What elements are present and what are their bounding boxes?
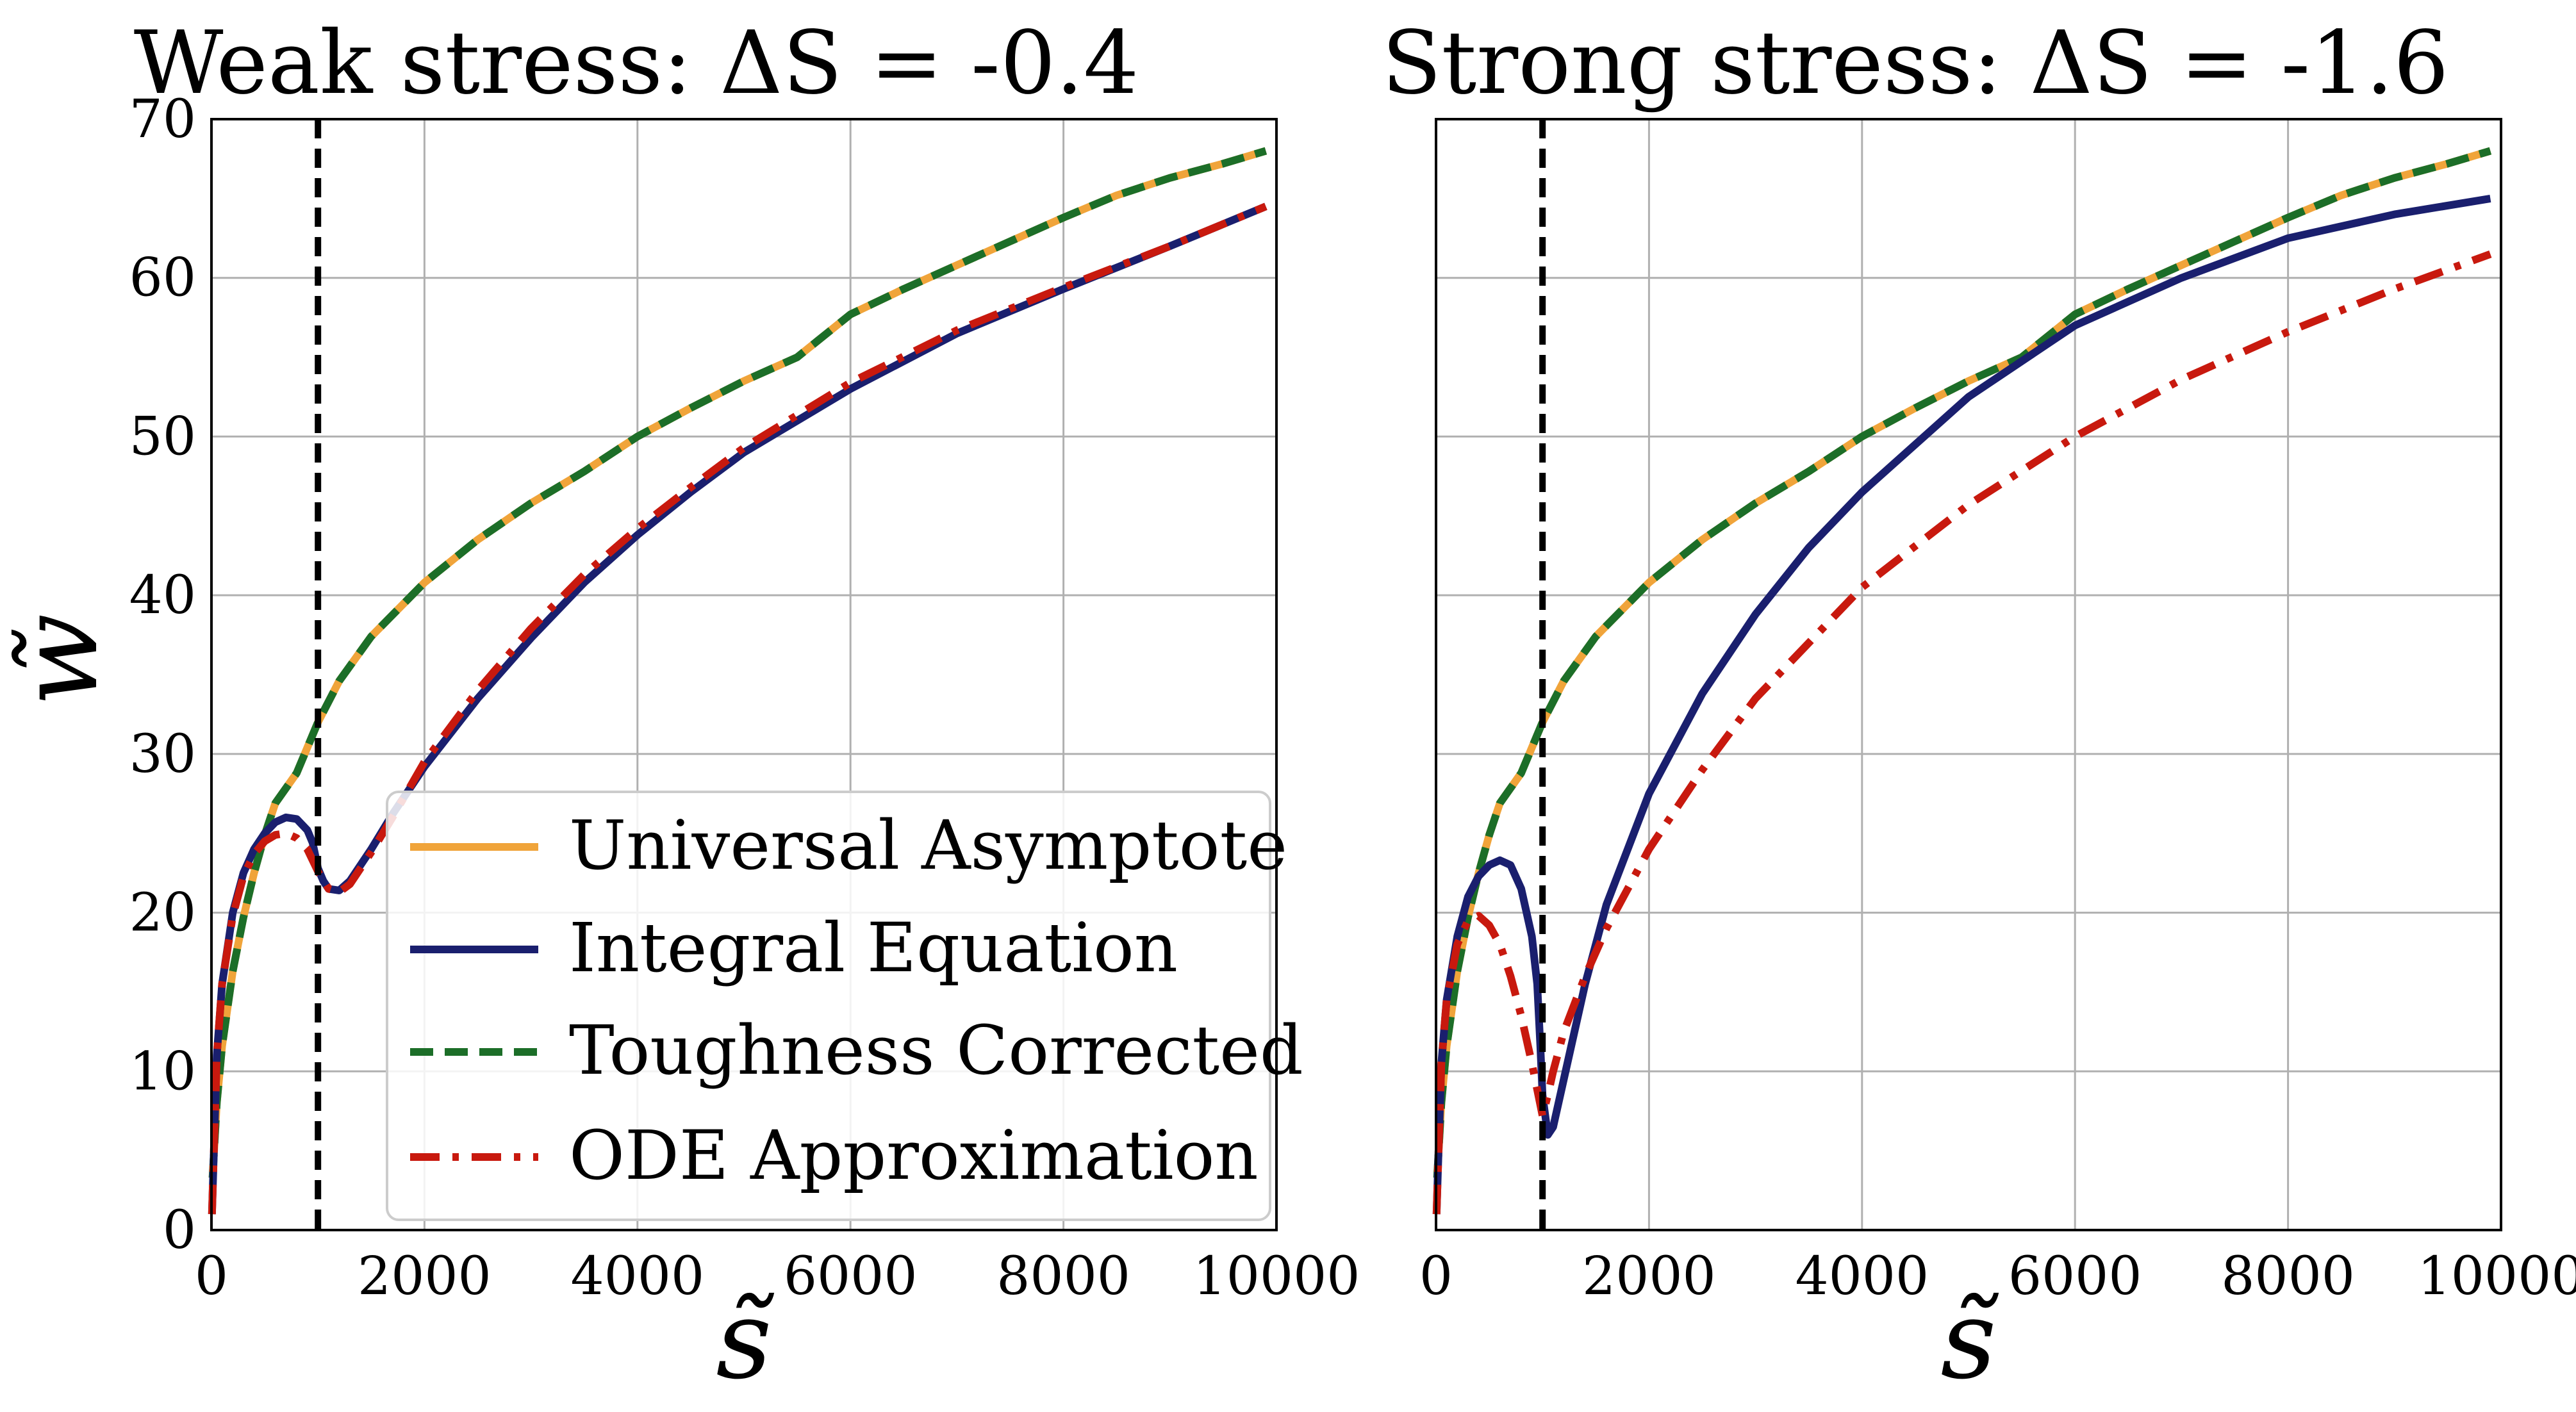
x-tick-label: 8000 — [996, 1246, 1130, 1307]
x-tick-label: 10000 — [1193, 1246, 1360, 1307]
x-tick-label: 10000 — [2418, 1246, 2576, 1307]
x-tick-label: 6000 — [784, 1246, 918, 1307]
x-tick-label: 2000 — [358, 1246, 491, 1307]
legend: Universal Asymptote Integral Equation To… — [386, 791, 1303, 1221]
x-tick-label: 0 — [195, 1246, 228, 1307]
series-line-ode — [208, 202, 1267, 1215]
series-line-toughness — [1433, 147, 2492, 1178]
axes-frame — [210, 118, 1278, 1231]
y-tick-label: 20 — [129, 883, 196, 944]
series-group — [208, 147, 1267, 1215]
legend-box — [386, 791, 1271, 1221]
axes-frame — [1435, 118, 2502, 1231]
chart-title: Weak stress: ΔS = -0.4 — [134, 13, 1139, 114]
grid — [1435, 118, 2502, 1231]
panel-strong-stress: Strong stress: ΔS = -1.6 0 2000 4000 6000 80… — [1382, 13, 2576, 1404]
x-tick-labels: 0 2000 4000 6000 8000 10000 — [1419, 1246, 2576, 1307]
series-line-toughness — [208, 147, 1267, 1178]
x-tick-label: 4000 — [1795, 1246, 1929, 1307]
y-tick-label: 0 — [163, 1200, 196, 1261]
legend-label-ode: ODE Approximation — [569, 1116, 1259, 1195]
y-tick-label: 70 — [129, 89, 196, 150]
y-tick-label: 40 — [129, 565, 196, 626]
x-tick-label: 4000 — [570, 1246, 704, 1307]
series-group — [1432, 147, 2492, 1215]
series-line-universal — [1433, 147, 2492, 1178]
x-tick-label: 6000 — [2008, 1246, 2142, 1307]
legend-label-universal: Universal Asymptote — [569, 806, 1287, 885]
legend-label-integral: Integral Equation — [569, 908, 1178, 987]
y-tick-labels: 0 10 20 30 40 50 60 70 — [129, 89, 196, 1261]
panel-weak-stress: Weak stress: ΔS = -0.4 0 2000 4000 6000 8000… — [0, 13, 1360, 1404]
x-tick-label: 2000 — [1582, 1246, 1716, 1307]
series-line-integral — [1432, 194, 2491, 1215]
x-axis-label: s̃ — [1940, 1277, 1999, 1404]
y-axis-label: w̃ — [0, 613, 122, 707]
y-tick-label: 50 — [129, 406, 196, 467]
x-tick-labels: 0 2000 4000 6000 8000 10000 — [195, 1246, 1360, 1307]
x-tick-label: 0 — [1419, 1246, 1453, 1307]
y-tick-label: 60 — [129, 248, 196, 309]
y-tick-label: 10 — [129, 1041, 196, 1102]
chart-title: Strong stress: ΔS = -1.6 — [1382, 13, 2448, 114]
y-tick-label: 30 — [129, 724, 196, 785]
x-axis-label: s̃ — [716, 1277, 775, 1404]
x-tick-label: 8000 — [2221, 1246, 2355, 1307]
legend-label-toughness: Toughness Corrected — [569, 1011, 1303, 1090]
